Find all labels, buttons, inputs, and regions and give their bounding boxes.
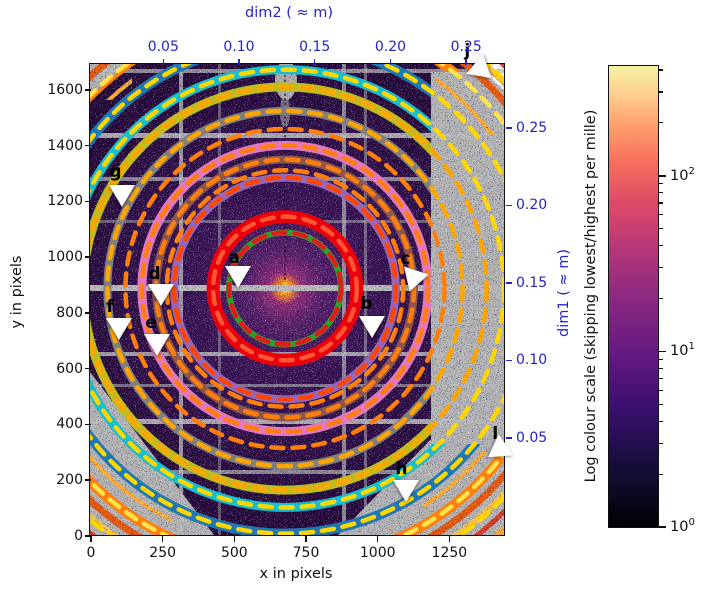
tick-mark — [505, 127, 512, 129]
colorbar-tick-label: 100 — [670, 517, 695, 535]
tick-label: 1000 — [359, 545, 396, 561]
detector-canvas — [90, 64, 505, 536]
tick-mark — [85, 256, 91, 258]
colorbar — [607, 64, 659, 528]
tick-label: 1250 — [431, 545, 468, 561]
tick-mark — [376, 536, 379, 542]
tick-mark — [85, 535, 91, 537]
colorbar-tick — [658, 91, 663, 93]
colorbar-tick — [658, 266, 663, 269]
tick-mark — [85, 200, 91, 203]
tick-mark — [505, 282, 512, 284]
colorbar-gradient — [608, 65, 658, 527]
colorbar-tick — [658, 420, 663, 422]
tick-label: 0.05 — [147, 39, 179, 55]
tick-label: 0.25 — [450, 39, 482, 55]
tick-mark — [161, 536, 164, 542]
tick-label: 800 — [56, 304, 83, 321]
colorbar-tick — [658, 377, 663, 380]
tick-label: 1600 — [47, 81, 83, 98]
colorbar-tick — [658, 442, 663, 444]
tick-mark — [85, 312, 91, 314]
tick-label: 0 — [86, 545, 96, 561]
colorbar-tick — [658, 350, 666, 353]
tick-label: 250 — [149, 545, 177, 561]
dim1-axis-label: dim1 ( ≈ m) — [556, 249, 572, 337]
tick-label: 0.25 — [516, 119, 548, 136]
dim2-axis-label: dim2 ( ≈ m) — [245, 5, 333, 21]
tick-mark — [85, 144, 91, 147]
colorbar-tick — [658, 69, 663, 71]
tick-label: 0.20 — [516, 197, 548, 214]
tick-label: 500 — [220, 545, 248, 561]
tick-mark — [448, 536, 451, 542]
colorbar-tick — [658, 202, 663, 204]
colorbar-tick — [658, 175, 666, 177]
colorbar-tick — [658, 214, 663, 216]
tick-mark — [85, 89, 91, 91]
tick-mark — [90, 536, 92, 542]
colorbar-tick — [658, 389, 663, 391]
colorbar-tick — [658, 122, 663, 124]
tick-label: 0.10 — [223, 39, 255, 55]
tick-mark — [162, 59, 165, 65]
tick-label: 1200 — [47, 193, 83, 210]
tick-label: 750 — [292, 545, 320, 561]
tick-label: 0.20 — [374, 39, 407, 55]
tick-mark — [505, 437, 512, 439]
colorbar-tick — [658, 367, 663, 369]
tick-label: 0.15 — [299, 39, 331, 55]
tick-mark — [305, 536, 307, 542]
tick-mark — [238, 59, 240, 65]
colorbar-tick — [658, 228, 663, 230]
tick-mark — [313, 59, 316, 65]
x-axis-label: x in pixels — [259, 566, 333, 582]
colorbar-tick — [658, 183, 663, 185]
colorbar-tick — [658, 526, 666, 528]
tick-label: 600 — [56, 360, 83, 377]
tick-label: 1400 — [47, 137, 83, 154]
colorbar-label: Log colour scale (skipping lowest/highes… — [583, 109, 599, 483]
colorbar-tick — [658, 358, 663, 360]
tick-mark — [505, 204, 512, 207]
y-axis-label: y in pixels — [9, 255, 25, 329]
tick-label: 0.10 — [516, 352, 548, 369]
tick-mark — [233, 536, 236, 542]
tick-label: 0.05 — [516, 429, 548, 446]
colorbar-tick — [658, 473, 663, 475]
tick-label: 1000 — [47, 249, 83, 266]
colorbar-tick — [658, 192, 663, 194]
tick-mark — [85, 367, 91, 370]
tick-mark — [85, 479, 91, 481]
colorbar-tick — [658, 297, 663, 300]
tick-mark — [389, 59, 392, 65]
colorbar-tick-label: 101 — [670, 341, 695, 360]
colorbar-tick-label: 102 — [670, 165, 695, 184]
tick-mark — [505, 359, 512, 362]
tick-mark — [465, 59, 467, 65]
colorbar-tick — [658, 245, 663, 247]
tick-label: 0 — [74, 528, 83, 544]
tick-mark — [85, 423, 91, 426]
tick-label: 0.15 — [516, 274, 548, 291]
colorbar-tick — [658, 403, 663, 405]
tick-label: 200 — [56, 472, 83, 489]
tick-label: 400 — [56, 416, 83, 433]
